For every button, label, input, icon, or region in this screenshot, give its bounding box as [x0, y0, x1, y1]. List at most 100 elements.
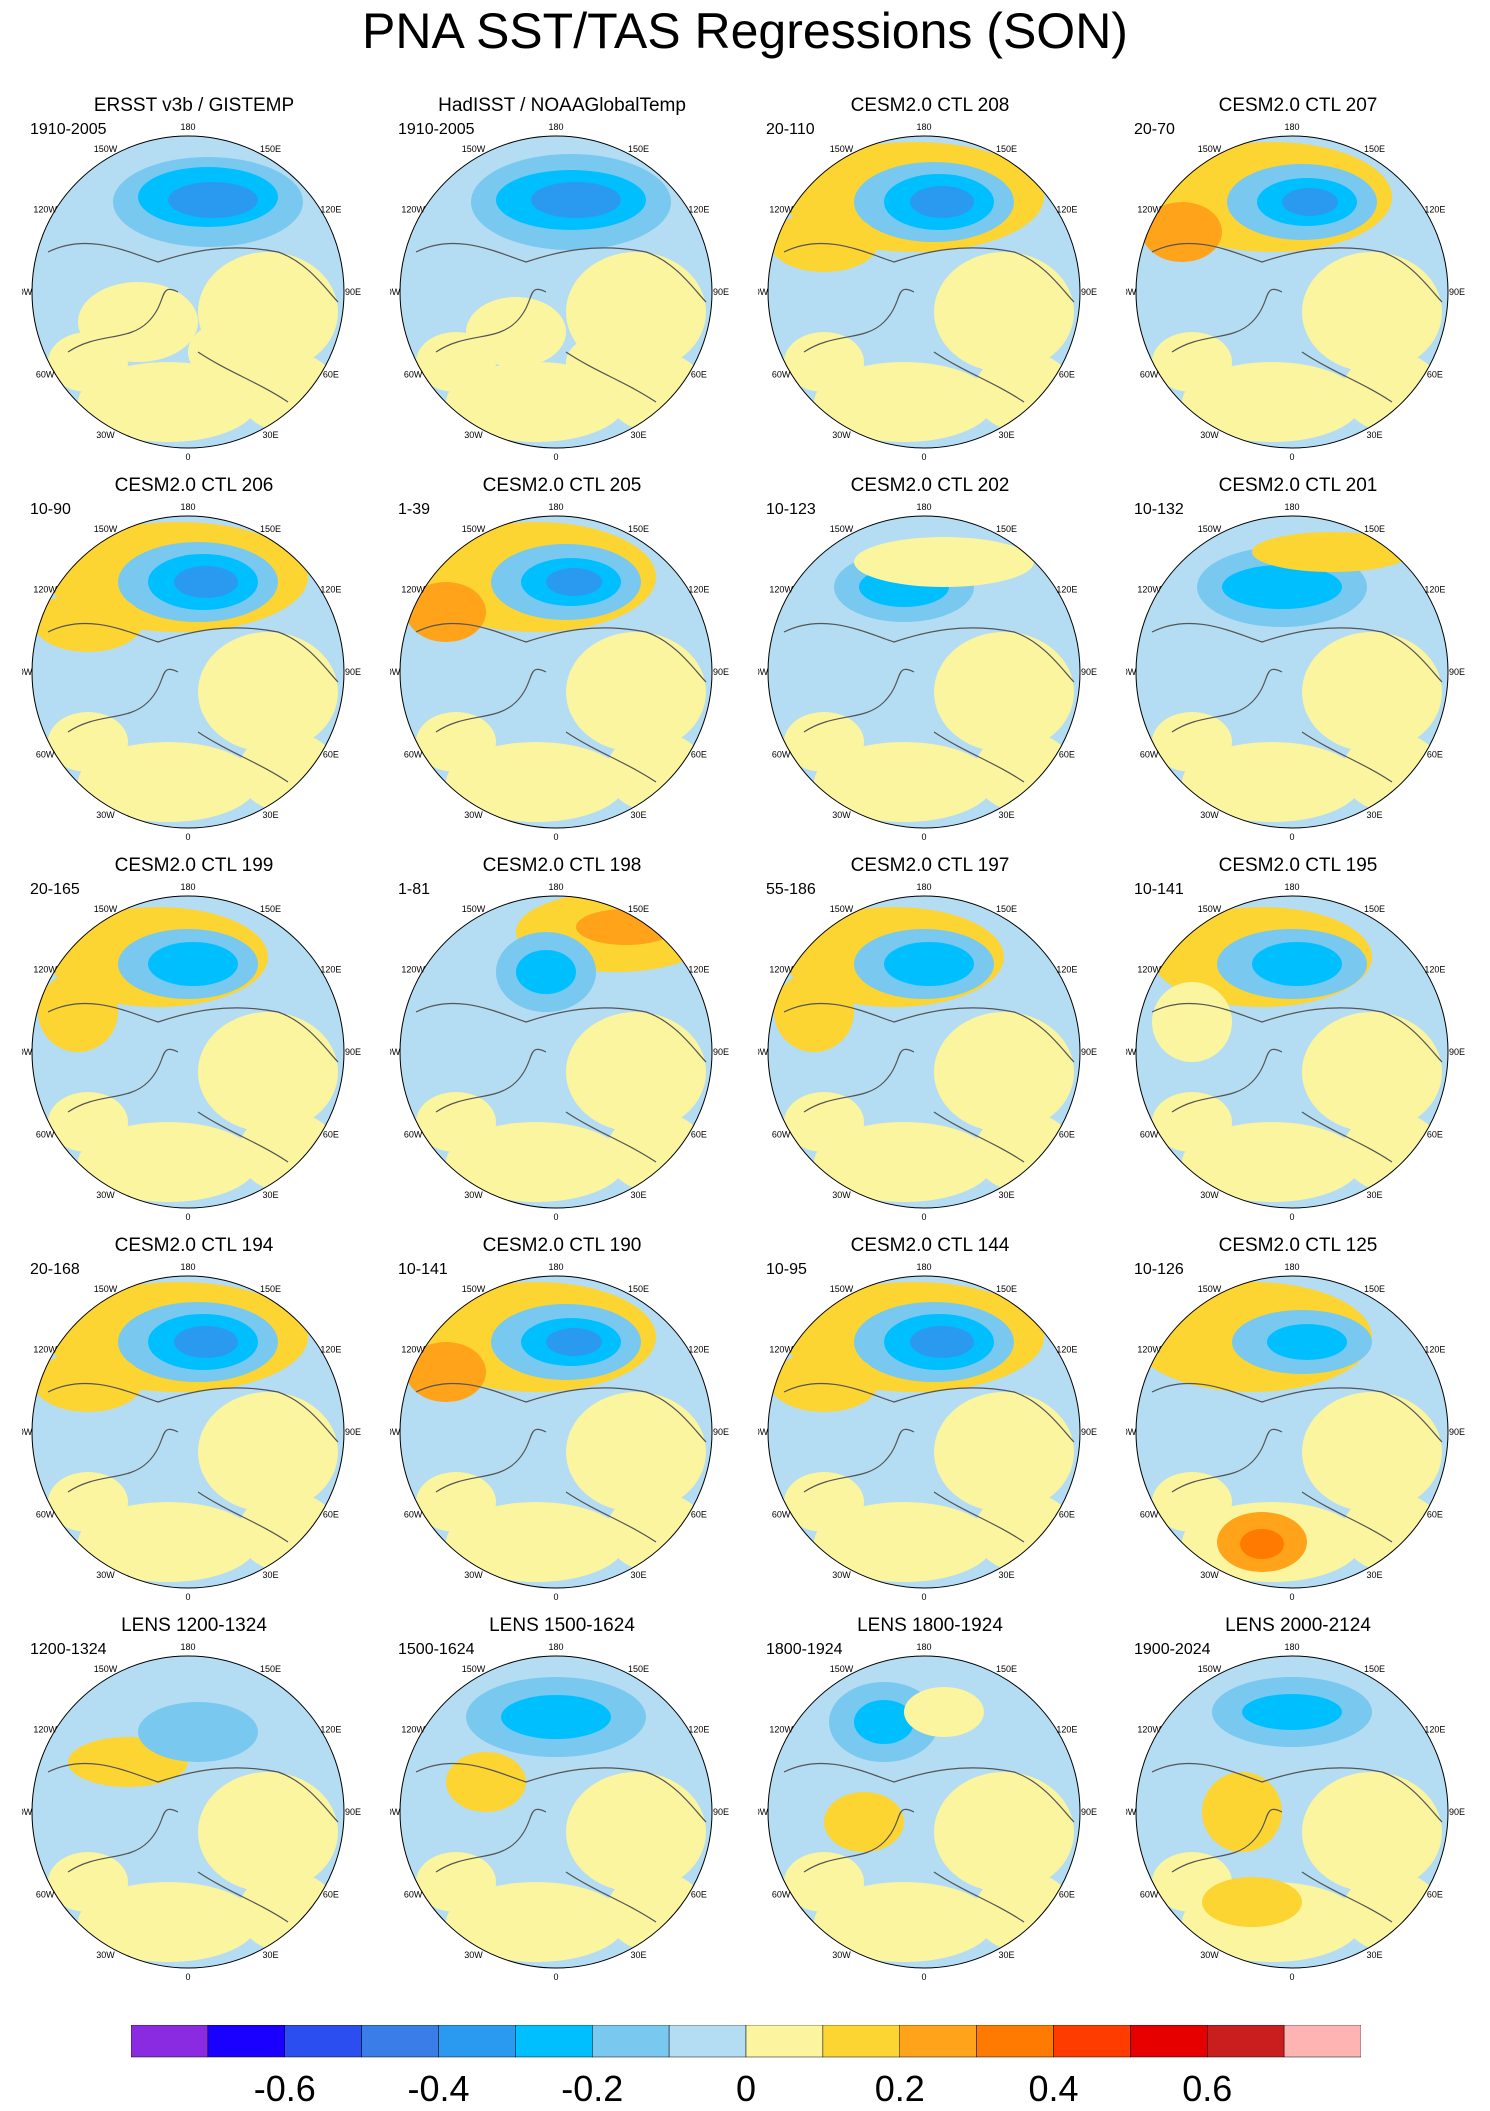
longitude-label: 90E: [713, 1047, 729, 1057]
longitude-label: 60W: [772, 1510, 791, 1520]
contour-region: [33, 1352, 143, 1412]
panel-title: CESM2.0 CTL 198: [482, 855, 642, 876]
panel-period: 10-95: [766, 1261, 807, 1278]
longitude-label: 150E: [260, 144, 281, 154]
longitude-label: 90W: [758, 1047, 769, 1057]
longitude-label: 30W: [1200, 1570, 1219, 1580]
longitude-label: 30E: [1366, 1190, 1382, 1200]
longitude-label: 30E: [998, 1570, 1014, 1580]
longitude-label: 150W: [94, 524, 118, 534]
map-border: [399, 515, 713, 829]
longitude-label: 180: [916, 502, 931, 512]
longitude-label: 90E: [345, 1047, 361, 1057]
longitude-label: 90E: [1081, 1427, 1097, 1437]
longitude-label: 90E: [713, 287, 729, 297]
coastline: [415, 242, 707, 403]
longitude-label: 0: [185, 1592, 190, 1602]
longitude-label: 120E: [1056, 1345, 1077, 1355]
contour-region: [1302, 1392, 1442, 1512]
contour-region: [198, 632, 338, 752]
longitude-label: 120W: [33, 1345, 57, 1355]
longitude-label: 150E: [628, 904, 649, 914]
longitude-label: 60W: [772, 370, 791, 380]
longitude-label: 60E: [323, 1890, 339, 1900]
contour-region: [1342, 732, 1442, 812]
colorbar-segment: [899, 2025, 977, 2058]
contour-region: [566, 1012, 706, 1132]
longitude-label: 30W: [832, 1570, 851, 1580]
contour-region: [1282, 188, 1338, 216]
map-panel: CESM2.0 CTL 206 180 150E 120E 90E 60E 30E 0 30W 6…: [22, 474, 366, 854]
contour-region: [531, 182, 621, 218]
longitude-label: 120W: [1137, 585, 1161, 595]
contour-region: [974, 732, 1074, 812]
contour-region: [1242, 1694, 1342, 1730]
longitude-label: 30E: [1366, 430, 1382, 440]
map-panel: CESM2.0 CTL 194 180 150E 120E 90E 60E 30E 0 30W 6…: [22, 1234, 366, 1614]
contour-region: [974, 1112, 1074, 1192]
colorbar: -0.6 -0.4 -0.2 0 0.2 0.4 0.6: [131, 2025, 1361, 2107]
longitude-label: 60W: [404, 370, 423, 380]
longitude-label: 30W: [464, 810, 483, 820]
panel-period: 10-126: [1134, 1261, 1184, 1278]
colorbar-segment: [1130, 2025, 1208, 2058]
contour-region: [566, 1392, 706, 1512]
longitude-label: 150W: [94, 144, 118, 154]
longitude-label: 30E: [630, 1950, 646, 1960]
longitude-label: 90E: [1449, 1427, 1465, 1437]
longitude-label: 120E: [1056, 585, 1077, 595]
contour-region: [606, 1492, 706, 1572]
panel-title: CESM2.0 CTL 125: [1218, 1235, 1378, 1256]
longitude-label: 120E: [320, 1725, 341, 1735]
longitude-label: 90E: [345, 1427, 361, 1437]
panel-title: CESM2.0 CTL 194: [114, 1235, 274, 1256]
contour-region: [1182, 742, 1362, 822]
longitude-label: 60E: [691, 1510, 707, 1520]
colorbar-segment: [131, 2025, 209, 2058]
longitude-label: 150W: [462, 1664, 486, 1674]
map-border: [1135, 515, 1449, 829]
contour-region: [606, 1872, 706, 1952]
longitude-label: 180: [180, 1642, 195, 1652]
contour-region: [238, 1872, 338, 1952]
longitude-label: 30W: [832, 1950, 851, 1960]
longitude-label: 120E: [688, 1725, 709, 1735]
longitude-label: 120W: [1137, 1345, 1161, 1355]
longitude-label: 0: [553, 452, 558, 462]
contour-region: [198, 1392, 338, 1512]
polar-map: 180 150E 120E 90E 60E 30E 0 30W 60W 90W 120W 150W: [758, 502, 1097, 842]
map-border: [399, 1275, 713, 1589]
longitude-label: 120E: [1056, 205, 1077, 215]
coastline: [783, 622, 1075, 783]
contour-region: [416, 1852, 496, 1912]
contour-region: [78, 282, 198, 362]
polar-map: 180 150E 120E 90E 60E 30E 0 30W 60W 90W 120W 150W: [758, 882, 1097, 1222]
coastline: [1151, 1382, 1443, 1543]
contour-region: [1182, 1122, 1362, 1202]
contour-region: [1342, 1872, 1442, 1952]
colorbar-tick-label: 0.2: [875, 2068, 925, 2107]
longitude-label: 30W: [832, 430, 851, 440]
panel-title: CESM2.0 CTL 207: [1218, 95, 1378, 116]
longitude-label: 0: [921, 832, 926, 842]
longitude-label: 90E: [1081, 1047, 1097, 1057]
longitude-label: 60W: [404, 1510, 423, 1520]
longitude-label: 150E: [1364, 1664, 1385, 1674]
map-panel: LENS 1800-1924 180 150E 120E 90E 60E 30E 0 30W 60…: [758, 1614, 1102, 1994]
longitude-label: 120W: [33, 585, 57, 595]
longitude-label: 180: [548, 1642, 563, 1652]
longitude-label: 150E: [996, 904, 1017, 914]
longitude-label: 180: [180, 502, 195, 512]
longitude-label: 60E: [1427, 1130, 1443, 1140]
longitude-label: 0: [553, 832, 558, 842]
longitude-label: 0: [553, 1592, 558, 1602]
longitude-label: 30W: [464, 430, 483, 440]
contour-region: [1302, 1772, 1442, 1892]
longitude-label: 180: [1284, 882, 1299, 892]
longitude-label: 150E: [260, 1284, 281, 1294]
longitude-label: 90E: [1081, 287, 1097, 297]
longitude-label: 60W: [1140, 1890, 1159, 1900]
panel-period: 10-123: [766, 501, 816, 518]
longitude-label: 30W: [464, 1190, 483, 1200]
coastline: [415, 1002, 707, 1163]
